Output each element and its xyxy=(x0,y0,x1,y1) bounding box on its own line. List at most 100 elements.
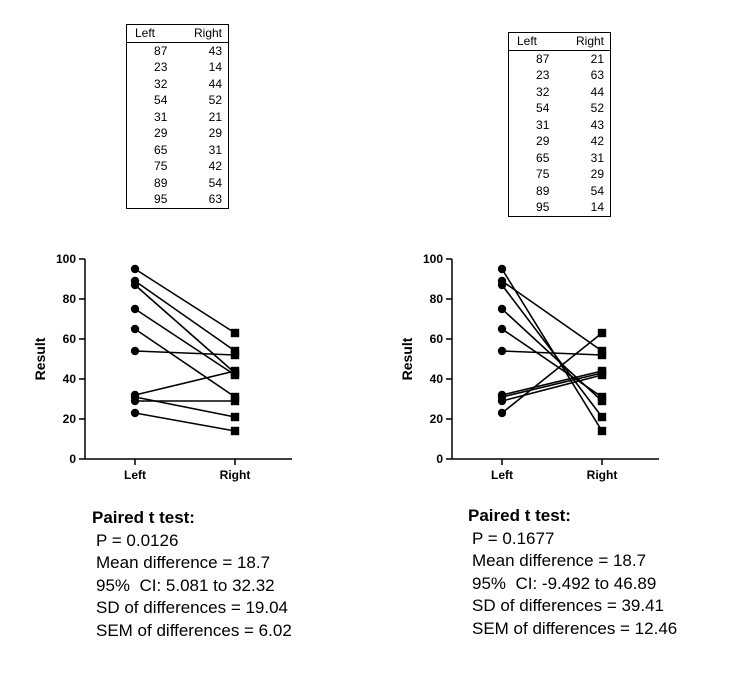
data-table: Left Right 87 43 23 14 32 44 54 52 31 21 29 29 65 31 7… xyxy=(126,24,229,209)
table-cell-left: 89 xyxy=(154,175,168,190)
table-cell-right: 63 xyxy=(590,68,604,82)
right-panel: Left Right 87 21 23 63 32 44 54 52 31 43 29 42 65 31 7… xyxy=(367,0,734,689)
table-cell-right: 21 xyxy=(208,109,222,124)
pair-line xyxy=(134,396,236,418)
stats-title: Paired t test: xyxy=(468,506,571,525)
stats-block: Paired t test: P = 0.0126 Mean differenc… xyxy=(92,507,292,642)
left-point xyxy=(497,396,507,406)
table-cell-left: 65 xyxy=(536,150,550,165)
pair-line xyxy=(501,280,603,352)
table-cell-left: 54 xyxy=(536,101,550,115)
left-point xyxy=(130,346,140,356)
table-row: 89 54 xyxy=(509,183,611,200)
pair-line xyxy=(134,370,236,396)
table-cell-right: 29 xyxy=(590,167,604,181)
x-tick-label: Left xyxy=(491,468,513,482)
table-row: 54 52 xyxy=(127,92,229,109)
pair-line xyxy=(501,332,603,414)
y-tick-label: 40 xyxy=(63,372,77,386)
left-point xyxy=(497,264,507,274)
left-point xyxy=(130,408,140,418)
left-point xyxy=(130,276,140,286)
table-cell-left: 29 xyxy=(154,126,168,140)
left-point xyxy=(130,324,140,334)
right-point xyxy=(597,346,607,356)
table-cell-left: 87 xyxy=(536,51,550,66)
left-point xyxy=(130,304,140,314)
table-cell-right: 14 xyxy=(590,200,604,214)
left-panel: Left Right 87 43 23 14 32 44 54 52 31 21 29 29 65 31 7… xyxy=(0,0,367,689)
table-cell-left: 75 xyxy=(154,159,168,173)
y-tick-label: 0 xyxy=(69,452,76,466)
table-cell-right: 21 xyxy=(590,51,604,66)
table-row: 29 29 xyxy=(127,125,229,142)
y-tick-label: 80 xyxy=(63,292,77,306)
y-axis-label: Result xyxy=(399,337,415,380)
y-tick-label: 20 xyxy=(63,412,77,426)
right-point xyxy=(230,328,240,338)
table-cell-right: 52 xyxy=(590,101,604,115)
table-cell-right: 63 xyxy=(208,192,222,206)
table-row: 87 21 xyxy=(509,50,611,67)
table-header-right: Right xyxy=(555,32,611,51)
table-header-right: Right xyxy=(173,24,229,43)
x-tick-label: Right xyxy=(587,468,618,482)
right-point xyxy=(230,412,240,422)
stats-confidence-interval: 95% CI: -9.492 to 46.89 xyxy=(472,573,657,593)
table-cell-right: 54 xyxy=(208,175,222,190)
pair-line xyxy=(501,374,603,402)
table-row: 65 31 xyxy=(509,150,611,167)
table-cell-right: 44 xyxy=(590,84,604,99)
table-cell-left: 32 xyxy=(536,84,550,99)
right-point xyxy=(230,370,240,380)
table-cell-left: 75 xyxy=(536,167,550,181)
table-row: 32 44 xyxy=(127,76,229,93)
left-point xyxy=(130,396,140,406)
y-tick-label: 0 xyxy=(436,452,443,466)
table-cell-left: 87 xyxy=(154,43,168,58)
pair-line xyxy=(134,280,236,352)
table-cell-left: 31 xyxy=(154,109,168,124)
y-tick-label: 100 xyxy=(423,252,443,266)
pair-line xyxy=(501,268,603,432)
table-row: 29 42 xyxy=(509,133,611,150)
table-cell-left: 23 xyxy=(154,60,168,74)
table-cell-left: 65 xyxy=(154,142,168,157)
stats-sd-differences: SD of differences = 39.41 xyxy=(472,596,665,615)
pair-line xyxy=(134,328,236,398)
table-row: 95 63 xyxy=(127,191,229,208)
table-cell-left: 23 xyxy=(536,68,550,82)
y-tick-label: 40 xyxy=(430,372,444,386)
table-cell-right: 42 xyxy=(208,159,222,173)
stats-sd-differences: SD of differences = 19.04 xyxy=(96,598,289,617)
stats-sem-differences: SEM of differences = 6.02 xyxy=(96,620,292,640)
right-point xyxy=(597,412,607,422)
left-point xyxy=(497,276,507,286)
right-point xyxy=(597,328,607,338)
pair-line xyxy=(134,268,236,334)
table-row: 87 43 xyxy=(127,42,229,59)
table-cell-right: 14 xyxy=(208,60,222,74)
stats-block: Paired t test: P = 0.1677 Mean differenc… xyxy=(468,505,677,640)
left-point xyxy=(497,346,507,356)
right-point xyxy=(597,370,607,380)
table-cell-right: 52 xyxy=(208,93,222,107)
table-header-left: Left xyxy=(508,32,556,51)
left-point xyxy=(497,408,507,418)
table-row: 89 54 xyxy=(127,175,229,192)
right-point xyxy=(230,346,240,356)
table-row: 31 21 xyxy=(127,109,229,126)
left-point xyxy=(130,264,140,274)
paired-plot: 0 20 40 60 80 100 Left Right Result xyxy=(32,252,292,482)
left-point xyxy=(497,304,507,314)
table-cell-right: 43 xyxy=(208,43,222,58)
x-tick-label: Left xyxy=(124,468,146,482)
table-row: 65 31 xyxy=(127,142,229,159)
table-cell-right: 43 xyxy=(590,117,604,132)
table-body: 87 21 23 63 32 44 54 52 31 43 29 42 65 31 75 29 89 54 95 14 xyxy=(509,50,611,216)
pair-line xyxy=(134,412,236,432)
pair-line xyxy=(134,308,236,376)
table-row: 31 43 xyxy=(509,117,611,134)
table-cell-left: 89 xyxy=(536,183,550,198)
pair-line xyxy=(501,372,603,398)
